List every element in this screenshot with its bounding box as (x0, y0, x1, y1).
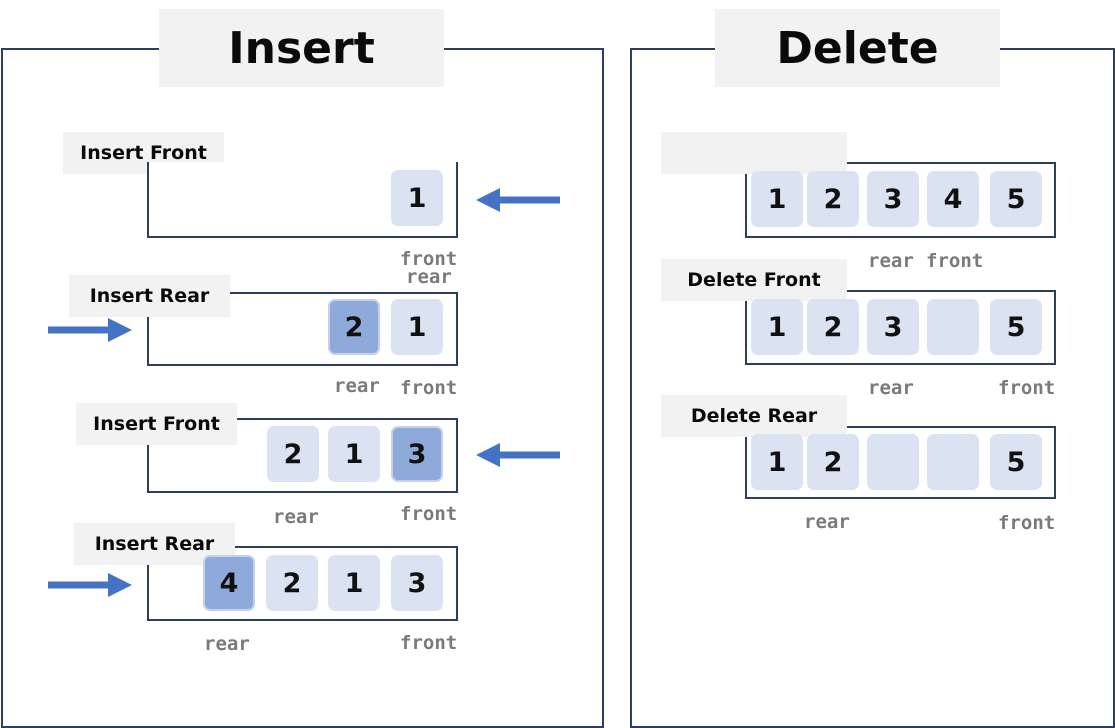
arrow-left-icon (476, 188, 560, 212)
deque-cell: 3 (867, 299, 919, 355)
delete-step-3-label: Delete Rear (661, 395, 847, 437)
arrow-right-icon (48, 573, 132, 597)
front-pointer-label: front (400, 248, 458, 270)
deque-cell-highlighted: 2 (328, 299, 380, 355)
delete-step-2-label: Delete Front (661, 259, 847, 301)
deque-cell: 2 (266, 555, 318, 611)
rear-pointer-label: rear (334, 375, 380, 397)
deque-cell: 1 (391, 299, 443, 355)
deque-cell: 5 (990, 434, 1042, 490)
delete-panel-title: Delete (715, 9, 1000, 87)
deque-cell: 1 (328, 555, 380, 611)
deque-cell: 2 (807, 171, 859, 227)
insert-step-2-label-bg: Insert Rear (69, 275, 230, 317)
insert-panel-title: Insert (159, 9, 444, 87)
deque-cell: 1 (328, 426, 380, 482)
front-pointer-label: front (998, 512, 1056, 534)
deque-cell: 3 (391, 555, 443, 611)
insert-step-1-label: Insert Front (63, 132, 224, 174)
rear-pointer-label: rear (804, 511, 850, 533)
front-pointer-label: front (998, 377, 1056, 399)
deque-cell-highlighted: 3 (391, 426, 443, 482)
rear-pointer-label: rear (204, 633, 250, 655)
rear-pointer-label: rear (868, 250, 914, 272)
deque-cell: 2 (807, 434, 859, 490)
front-pointer-label: front (926, 250, 984, 272)
arrow-right-icon (48, 318, 132, 342)
rear-pointer-label: rear (406, 266, 452, 288)
deque-cell: 1 (751, 171, 803, 227)
deque-cell: 5 (990, 171, 1042, 227)
front-pointer-label: front (400, 632, 458, 654)
deque-cell: 4 (927, 171, 979, 227)
deque-cell: 1 (751, 299, 803, 355)
delete-step-1-label (661, 132, 847, 174)
deque-cell-empty (927, 434, 979, 490)
front-pointer-label: front (400, 377, 458, 399)
insert-step-3-label: Insert Front (76, 403, 237, 445)
front-pointer-label: front (400, 503, 458, 525)
deque-cell: 1 (751, 434, 803, 490)
deque-cell: 2 (267, 426, 319, 482)
deque-cell-empty (927, 299, 979, 355)
rear-pointer-label: rear (273, 506, 319, 528)
rear-pointer-label: rear (868, 377, 914, 399)
deque-cell: 5 (990, 299, 1042, 355)
deque-cell: 1 (391, 170, 443, 226)
deque-cell: 3 (867, 171, 919, 227)
deque-cell: 2 (807, 299, 859, 355)
arrow-left-icon (476, 443, 560, 467)
deque-cell-highlighted: 4 (203, 555, 255, 611)
deque-cell-empty (867, 434, 919, 490)
